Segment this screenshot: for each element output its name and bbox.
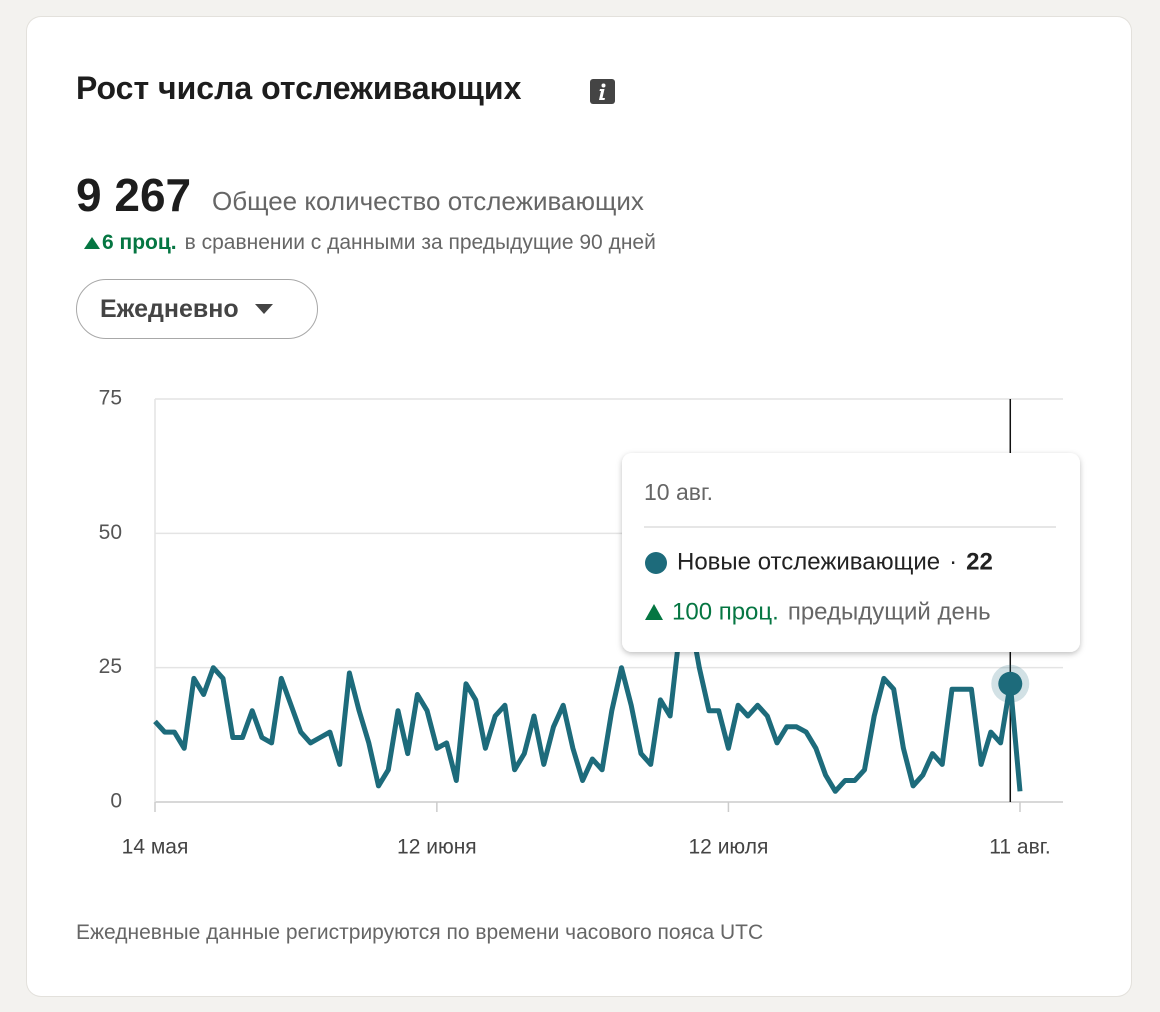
info-icon[interactable] (590, 79, 615, 104)
tooltip: 10 авг. Новые отслеживающие · 22 100 проц. пр… (622, 453, 1080, 652)
x-tick-label: 11 авг. (989, 836, 1050, 859)
tooltip-change: 100 проц. (672, 598, 779, 625)
tooltip-box (622, 453, 1080, 652)
x-tick-label: 14 мая (122, 836, 189, 859)
frequency-dropdown[interactable]: Ежедневно (76, 279, 318, 339)
change-value: 6 проц. (102, 231, 177, 254)
tooltip-separator: · (949, 548, 957, 575)
total-label: Общее количество отслеживающих (212, 186, 644, 216)
y-tick-label: 25 (99, 655, 122, 678)
legend-label: Новые отслеживающие (677, 548, 940, 575)
total-count: 9 267 (76, 169, 192, 221)
up-arrow (84, 237, 100, 249)
up-arrow (645, 604, 663, 620)
series-line (153, 611, 1023, 794)
y-tick-label: 0 (110, 790, 122, 813)
tooltip-value: 22 (966, 548, 993, 575)
dropdown-caret (254, 304, 273, 314)
legend-dot (645, 552, 667, 574)
tooltip-change-label: предыдущий день (788, 598, 991, 625)
hover-point (998, 671, 1023, 696)
change-label: в сравнении с данными за предыдущие 90 д… (184, 231, 656, 254)
title: Рост числа отслеживающих (76, 70, 522, 106)
footnote: Ежедневные данные регистрируются по врем… (76, 921, 764, 944)
x-tick-label: 12 июня (397, 836, 477, 859)
dropdown-label: Ежедневно (100, 294, 239, 323)
change-row: 6 проц. в сравнении с данными за предыду… (84, 231, 656, 255)
y-tick-label: 50 (99, 521, 122, 544)
x-tick-label: 12 июля (689, 836, 769, 859)
tooltip-date: 10 авг. (644, 479, 713, 505)
y-tick-label: 75 (99, 387, 122, 410)
